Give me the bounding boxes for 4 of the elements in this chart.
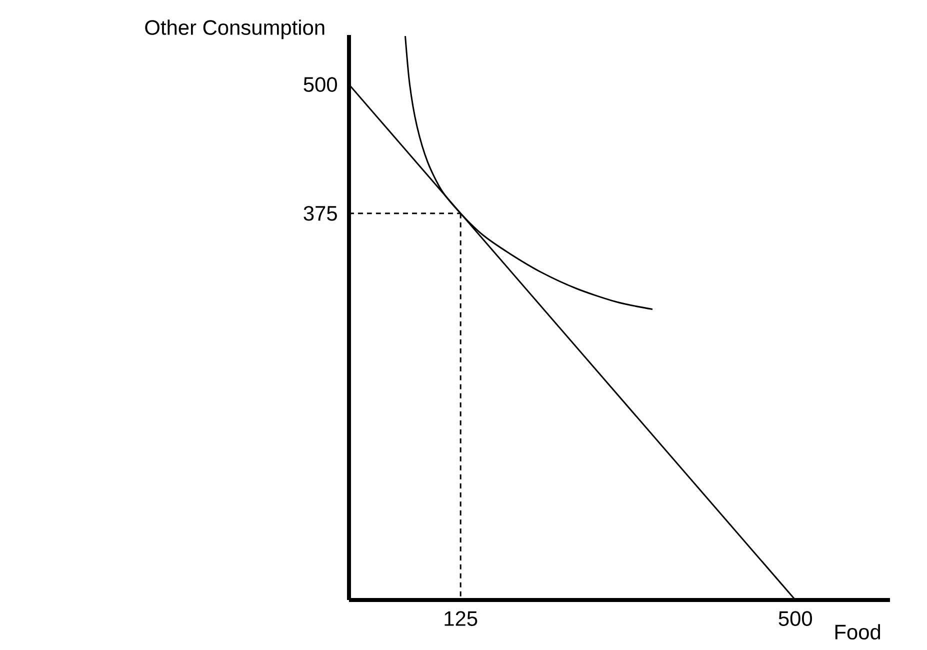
y-axis-title: Other Consumption <box>145 20 324 40</box>
y-tick-label: 375 <box>304 206 337 221</box>
x-axis-title: Food <box>835 624 880 640</box>
x-tick-label: 125 <box>444 611 478 626</box>
